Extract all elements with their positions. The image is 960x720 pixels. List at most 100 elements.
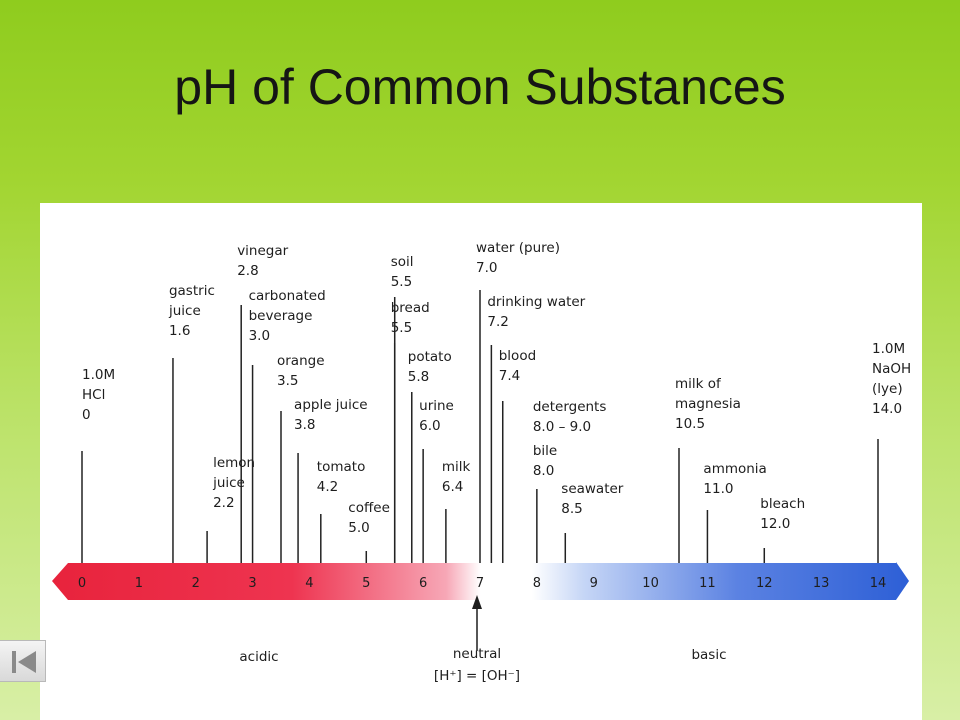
back-nav-button[interactable] <box>0 640 46 682</box>
tick-label: 2 <box>192 576 200 591</box>
substance-label: potato 5.8 <box>408 349 452 385</box>
neutral-label: neutral <box>453 646 501 662</box>
substance-label-line: 4.2 <box>317 479 338 495</box>
substance-label-line: ammonia <box>703 461 766 477</box>
substance-label-line: drinking water <box>487 294 585 310</box>
substance-label-line: 14.0 <box>872 401 902 417</box>
substance-label-line: 2.8 <box>237 263 258 279</box>
substance-label: soil 5.5 <box>391 254 414 290</box>
substance-label-line: 7.0 <box>476 260 497 276</box>
tick-label: 8 <box>533 576 541 591</box>
substance-label-line: juice <box>212 475 245 491</box>
acidic-label: acidic <box>239 649 278 665</box>
substance-label: drinking water 7.2 <box>487 294 585 330</box>
substance-label: ammonia 11.0 <box>703 461 766 497</box>
tick-label: 10 <box>642 576 659 591</box>
substance-label: 1.0M NaOH (lye) 14.0 <box>872 341 911 417</box>
tick-label: 6 <box>419 576 427 591</box>
substance-label: milk 6.4 <box>442 459 471 495</box>
substance-label-line: seawater <box>561 481 624 497</box>
substance-label-line: 1.0M <box>872 341 905 357</box>
substance-label-line: (lye) <box>872 381 903 397</box>
substance-label-line: 6.4 <box>442 479 463 495</box>
substance-label-line: 3.0 <box>249 328 270 344</box>
substance-label-line: potato <box>408 349 452 365</box>
tick-label: 0 <box>78 576 86 591</box>
substance-label-line: bleach <box>760 496 805 512</box>
substance-label: bread 5.5 <box>391 300 430 336</box>
substance-label-line: water (pure) <box>476 240 560 256</box>
substance-label: seawater 8.5 <box>561 481 624 517</box>
substance-label-line: bile <box>533 443 557 459</box>
substance-label-line: 2.2 <box>213 495 234 511</box>
substance-label: vinegar 2.8 <box>237 243 288 279</box>
ph-gradient-bar <box>52 562 909 600</box>
substance-label-line: NaOH <box>872 361 911 377</box>
tick-label: 1 <box>135 576 143 591</box>
substance-label-line: carbonated <box>249 288 326 304</box>
substance-label-line: 3.5 <box>277 373 298 389</box>
substance-label: urine 6.0 <box>419 398 454 434</box>
substance-label-line: 7.4 <box>499 368 520 384</box>
substance-label-line: 12.0 <box>760 516 790 532</box>
substance-label: coffee 5.0 <box>348 500 390 536</box>
substance-label-line: 1.0M <box>82 367 115 383</box>
substance-label: lemon juice 2.2 <box>212 455 255 511</box>
substance-label-line: bread <box>391 300 430 316</box>
substance-label: water (pure) 7.0 <box>476 240 560 276</box>
substance-label: milk of magnesia 10.5 <box>675 376 741 432</box>
substance-label-line: 3.8 <box>294 417 315 433</box>
substance-label-line: 5.8 <box>408 369 429 385</box>
substance-label-line: 8.0 – 9.0 <box>533 419 591 435</box>
tick-label: 9 <box>590 576 598 591</box>
substance-label-line: urine <box>419 398 454 414</box>
tick-label: 3 <box>248 576 256 591</box>
substance-label: bleach 12.0 <box>760 496 805 532</box>
neutral-formula: [H⁺] = [OH⁻] <box>434 668 520 684</box>
substance-label: 1.0M HCl 0 <box>82 367 115 423</box>
substance-label-line: magnesia <box>675 396 741 412</box>
basic-label: basic <box>691 647 726 663</box>
substance-label-line: vinegar <box>237 243 288 259</box>
substance-label: carbonated beverage 3.0 <box>249 288 326 344</box>
substance-label-line: orange <box>277 353 325 369</box>
neutral-arrow-head <box>472 595 482 609</box>
substance-label-line: milk <box>442 459 471 475</box>
substance-label-line: 0 <box>82 407 91 423</box>
substance-label-line: soil <box>391 254 414 270</box>
substance-label: bile 8.0 <box>533 443 557 479</box>
substance-label-line: juice <box>168 303 201 319</box>
substance-label-line: milk of <box>675 376 722 392</box>
substance-label-line: gastric <box>169 283 215 299</box>
substance-label-line: beverage <box>249 308 313 324</box>
substance-label-line: 8.0 <box>533 463 554 479</box>
substance-label-line: 5.0 <box>348 520 369 536</box>
substance-label: apple juice 3.8 <box>294 397 368 433</box>
ph-scale-panel: 0 1 2 3 4 5 6 7 8 9 10 11 12 13 14 1.0M HCl 0 gastric juic… <box>40 203 922 720</box>
skip-back-icon <box>12 651 36 673</box>
substance-label-line: 5.5 <box>391 274 412 290</box>
ph-scale-diagram: 0 1 2 3 4 5 6 7 8 9 10 11 12 13 14 1.0MHCl0gastricjuic… <box>52 240 911 684</box>
substance-label-line: blood <box>499 348 536 364</box>
substance-label-line: 6.0 <box>419 418 440 434</box>
substance-label-line: coffee <box>348 500 390 516</box>
substance-label-line: detergents <box>533 399 607 415</box>
substance-label-line: lemon <box>213 455 255 471</box>
substance-label: detergents 8.0 – 9.0 <box>533 399 607 435</box>
substance-label-line: 8.5 <box>561 501 582 517</box>
substance-label-line: 11.0 <box>703 481 733 497</box>
tick-label: 13 <box>813 576 830 591</box>
substance-label-line: 7.2 <box>487 314 508 330</box>
substance-label: tomato 4.2 <box>317 459 366 495</box>
substance-label: gastric juice 1.6 <box>168 283 215 339</box>
tick-label: 11 <box>699 576 716 591</box>
substance-label: orange 3.5 <box>277 353 325 389</box>
tick-label: 4 <box>305 576 313 591</box>
tick-label: 14 <box>870 576 887 591</box>
substance-label: blood 7.4 <box>499 348 536 384</box>
page-title: pH of Common Substances <box>174 59 786 115</box>
substance-label-line: 1.6 <box>169 323 190 339</box>
tick-label: 5 <box>362 576 370 591</box>
substance-label-line: apple juice <box>294 397 368 413</box>
substance-label-line: 5.5 <box>391 320 412 336</box>
